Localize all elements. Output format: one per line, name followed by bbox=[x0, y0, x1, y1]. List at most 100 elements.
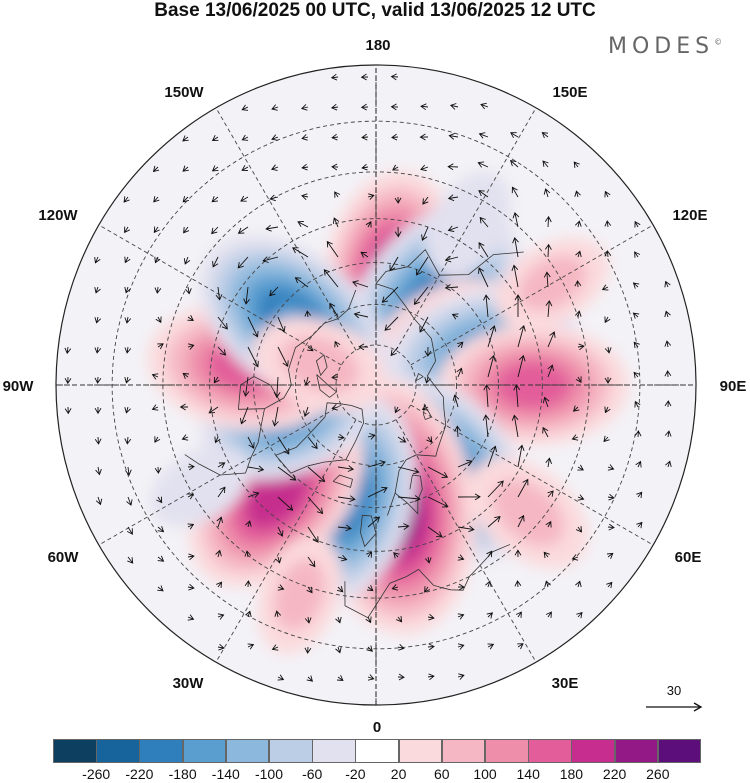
wind-arrow bbox=[420, 103, 429, 111]
wind-arrow bbox=[636, 521, 643, 529]
colorbar-segment bbox=[441, 739, 486, 763]
wind-arrow bbox=[604, 406, 611, 414]
wind-arrow bbox=[478, 132, 489, 139]
wind-arrow bbox=[187, 343, 195, 350]
wind-arrow bbox=[217, 316, 228, 330]
wind-arrow bbox=[427, 466, 449, 478]
wind-arrow bbox=[306, 675, 314, 682]
wind-arrow bbox=[182, 195, 190, 203]
wind-arrow bbox=[157, 585, 164, 592]
colorbar-segment bbox=[398, 739, 443, 763]
wind-arrow bbox=[358, 343, 369, 351]
wind-arrow bbox=[124, 436, 132, 445]
wind-arrow bbox=[292, 247, 309, 258]
wind-arrow bbox=[547, 331, 556, 348]
lon-label-150w: 150W bbox=[164, 84, 204, 101]
wind-arrow bbox=[394, 226, 402, 238]
wind-arrow bbox=[427, 643, 435, 651]
wind-arrow bbox=[361, 133, 369, 141]
colorbar-tick-label: -220 bbox=[125, 766, 154, 782]
wind-arrow bbox=[452, 394, 460, 408]
wind-arrow bbox=[514, 294, 522, 317]
wind-arrow bbox=[413, 286, 429, 305]
wind-arrow bbox=[545, 243, 552, 258]
meridian-line bbox=[98, 224, 342, 366]
wind-arrow bbox=[604, 316, 611, 324]
wind-arrow bbox=[577, 343, 585, 351]
wind-arrow bbox=[360, 103, 369, 111]
wind-arrow bbox=[211, 226, 219, 235]
wind-arrow bbox=[187, 583, 195, 591]
wind-arrow bbox=[247, 316, 259, 338]
wind-arrow bbox=[634, 430, 642, 438]
wind-arrow bbox=[367, 433, 376, 440]
coastline bbox=[275, 402, 365, 474]
lon-label-120e: 120E bbox=[672, 207, 707, 224]
wind-arrow bbox=[335, 646, 342, 654]
meridian-line bbox=[215, 419, 357, 663]
wind-arrow bbox=[277, 526, 284, 537]
wind-arrow bbox=[217, 462, 226, 469]
wind-arrow bbox=[478, 267, 489, 288]
wind-arrow bbox=[421, 226, 429, 242]
colorbar-tick-label: -260 bbox=[82, 766, 111, 782]
lon-label-0: 0 bbox=[373, 719, 381, 735]
wind-arrow bbox=[153, 196, 160, 203]
wind-arrow bbox=[444, 255, 459, 263]
wind-arrow bbox=[94, 436, 102, 445]
wind-arrow bbox=[301, 134, 309, 141]
wind-arrow bbox=[211, 165, 219, 172]
lon-label-150e: 150E bbox=[552, 84, 587, 101]
wind-arrow bbox=[607, 464, 615, 471]
wind-arrow bbox=[633, 371, 640, 379]
wind-arrow bbox=[307, 526, 319, 543]
wind-arrow bbox=[664, 400, 672, 408]
wind-arrow bbox=[307, 466, 326, 483]
colorbar-tick-label: -60 bbox=[302, 766, 323, 782]
wind-arrow bbox=[156, 496, 163, 504]
wind-arrow bbox=[303, 406, 310, 418]
wind-arrow bbox=[182, 165, 189, 172]
wind-arrow bbox=[94, 286, 101, 294]
wind-arrow bbox=[512, 236, 519, 258]
coastline bbox=[394, 474, 423, 515]
wind-arrow bbox=[123, 196, 130, 203]
colorbar-segment bbox=[485, 739, 529, 763]
wind-arrow bbox=[517, 478, 529, 498]
colorbar-segment bbox=[53, 739, 97, 763]
colorbar-tick-label: 180 bbox=[559, 766, 584, 782]
wind-arrow bbox=[336, 675, 344, 682]
wind-arrow bbox=[427, 613, 435, 621]
wind-arrow bbox=[421, 404, 429, 411]
wind-arrow bbox=[419, 133, 429, 141]
wind-arrow bbox=[545, 611, 552, 618]
wind-arrow bbox=[212, 256, 219, 268]
wind-arrow bbox=[444, 284, 459, 291]
wind-arrow bbox=[577, 464, 584, 471]
wind-arrow bbox=[483, 384, 491, 408]
wind-arrow bbox=[367, 460, 386, 468]
colorbar-tick-label: -140 bbox=[211, 766, 240, 782]
wind-arrow bbox=[396, 615, 403, 623]
wind-arrow bbox=[307, 436, 318, 450]
wind-arrow bbox=[94, 316, 102, 324]
wind-arrow bbox=[457, 525, 475, 533]
wind-arrow bbox=[367, 193, 375, 200]
lon-label-180: 180 bbox=[365, 37, 390, 54]
brand-mark: © bbox=[714, 37, 723, 47]
wind-arrow bbox=[543, 551, 550, 559]
wind-arrow bbox=[634, 220, 641, 228]
wind-arrow bbox=[275, 556, 282, 564]
wind-arrow bbox=[574, 220, 582, 228]
wind-arrow bbox=[634, 400, 641, 408]
wind-arrow bbox=[247, 346, 259, 368]
wind-arrow bbox=[337, 465, 355, 472]
wind-arrow bbox=[574, 280, 582, 288]
lon-label-30w: 30W bbox=[173, 675, 205, 692]
wind-arrow bbox=[517, 643, 524, 650]
wind-arrow bbox=[157, 343, 164, 350]
wind-arrow bbox=[604, 377, 612, 384]
wind-arrow bbox=[215, 286, 223, 301]
colorbar-segment bbox=[614, 739, 659, 763]
wind-arrow bbox=[241, 104, 249, 111]
